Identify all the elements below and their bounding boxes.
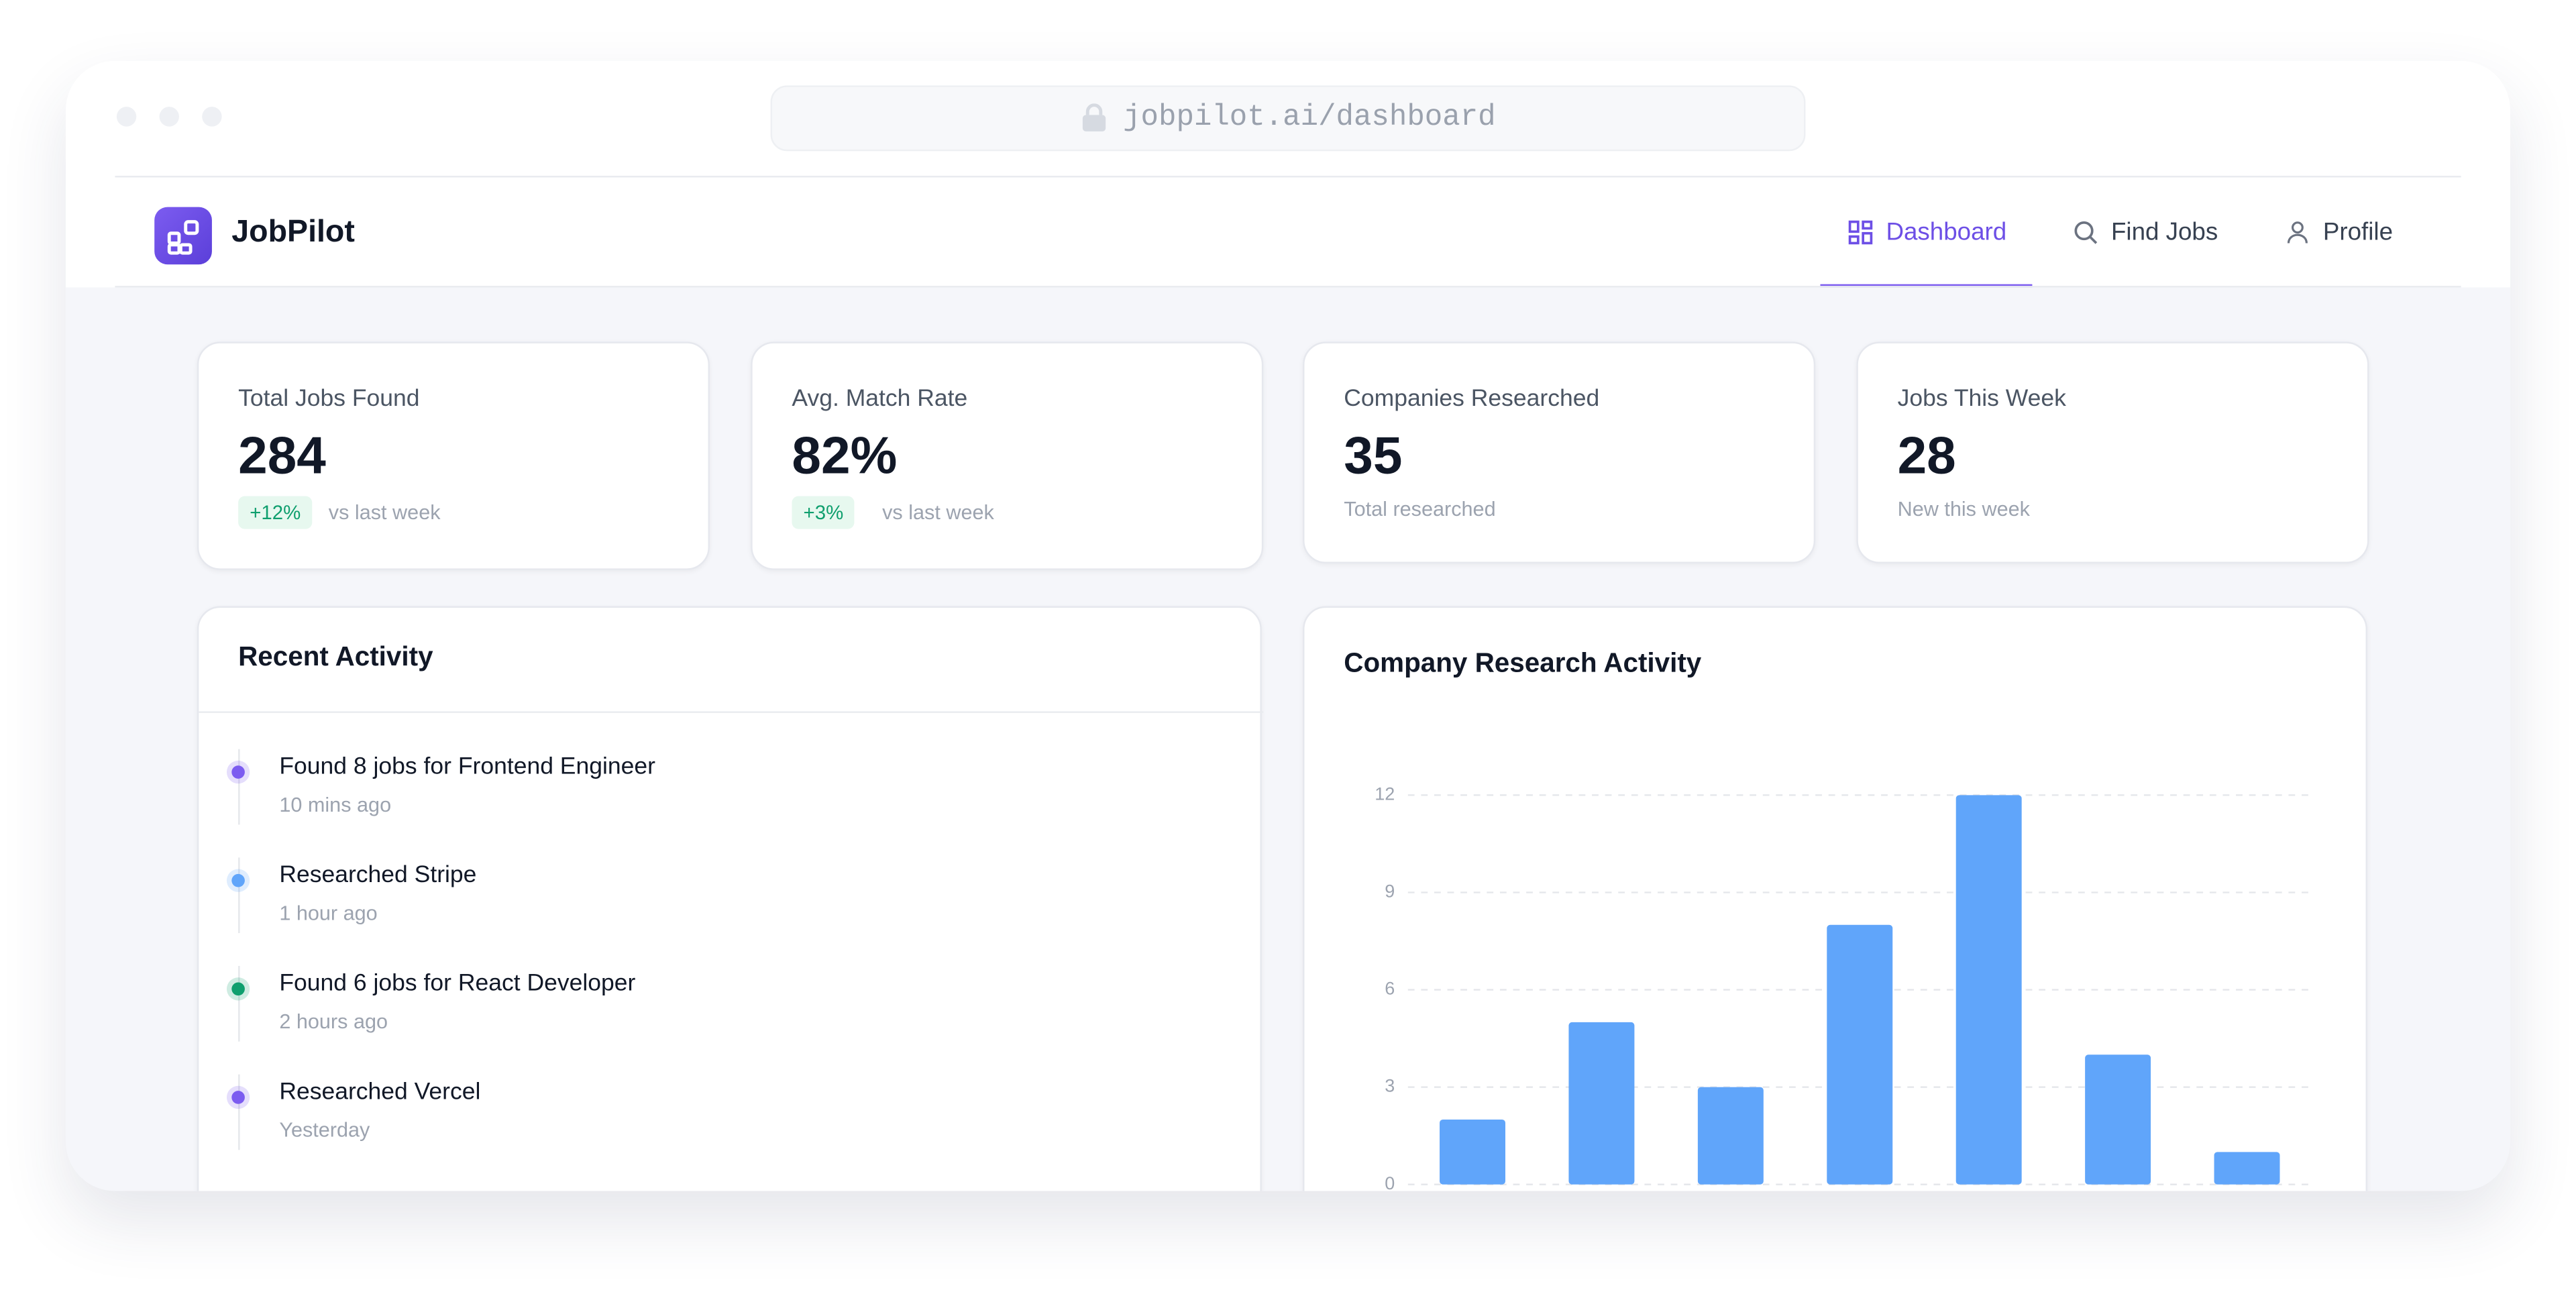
activity-time: 2 hours ago (279, 1010, 388, 1034)
address-bar[interactable]: jobpilot.ai/dashboard (770, 85, 1806, 152)
y-tick-label: 9 (1385, 881, 1395, 902)
stat-badge: +12% (238, 496, 313, 529)
timeline-dot (231, 982, 245, 996)
stat-note: vs last week (882, 500, 994, 525)
timeline-dot (231, 765, 245, 779)
bar (2085, 1054, 2151, 1185)
stat-value: 284 (238, 425, 326, 485)
chart-card: Company Research Activity 0 3 6 9 12 (1303, 606, 2368, 1191)
nav-icon (1848, 220, 1873, 245)
y-tick-label: 6 (1385, 979, 1395, 999)
stat-note: Total researched (1344, 498, 1496, 521)
nav-item[interactable]: Dashboard (1848, 218, 2007, 247)
separator (115, 176, 2461, 178)
bar (1697, 1087, 1764, 1185)
stat-value: 82% (792, 425, 898, 485)
stat-label: Total Jobs Found (238, 386, 420, 413)
stat-card: Avg. Match Rate 82% +3% vs last week (751, 341, 1264, 570)
stat-note: New this week (1897, 498, 2030, 521)
timeline-line (238, 1074, 240, 1150)
stat-card: Total Jobs Found 284 +12% vs last week (197, 341, 710, 570)
stat-card: Companies Researched 35 Total researched (1303, 341, 1816, 564)
activity-text: Researched Stripe (279, 862, 477, 889)
activity-card: Recent Activity Found 8 jobs for Fronten… (197, 606, 1264, 1191)
window-dot (116, 107, 137, 127)
chart: 0 3 6 9 12 (1375, 783, 2312, 1191)
bar (1568, 1022, 1635, 1185)
activity-time: 1 hour ago (279, 902, 378, 925)
y-tick-label: 3 (1385, 1076, 1395, 1096)
brand: JobPilot (231, 215, 355, 250)
stat-value: 28 (1897, 425, 1956, 485)
activity-text: Researched Vercel (279, 1079, 481, 1106)
stat-label: Jobs This Week (1897, 386, 2066, 413)
timeline-dot (231, 873, 245, 887)
separator (115, 286, 2461, 288)
window-dot (159, 107, 179, 127)
stat-label: Avg. Match Rate (792, 386, 968, 413)
bar (1827, 924, 1893, 1185)
lock-icon (1081, 103, 1106, 131)
bar (1955, 795, 2022, 1185)
bar (1440, 1119, 1505, 1185)
browser-window: jobpilot.ai/dashboard JobPilot Dashboard… (65, 60, 2511, 1191)
nav-item[interactable]: Profile (2286, 218, 2394, 247)
nav-label: Find Jobs (2110, 218, 2218, 247)
stat-label: Companies Researched (1344, 386, 1600, 413)
card-title: Recent Activity (238, 642, 433, 672)
window-dot (202, 107, 222, 127)
timeline-line (238, 857, 240, 934)
activity-time: 10 mins ago (279, 793, 392, 817)
stat-badge: +3% (792, 496, 855, 529)
nav-label: Profile (2322, 218, 2394, 247)
timeline-line (238, 966, 240, 1042)
logo[interactable] (154, 207, 212, 265)
bar (2214, 1152, 2280, 1185)
stat-card: Jobs This Week 28 New this week (1856, 341, 2369, 564)
activity-text: Found 8 jobs for Frontend Engineer (279, 754, 655, 781)
nav-label: Dashboard (1886, 218, 2007, 247)
activity-time: Yesterday (279, 1118, 370, 1142)
y-tick-label: 12 (1375, 783, 1395, 804)
timeline-dot (231, 1091, 245, 1104)
stat-value: 35 (1344, 425, 1403, 485)
separator (199, 711, 1264, 713)
chart-title: Company Research Activity (1344, 649, 1702, 679)
stat-note: vs last week (328, 500, 441, 525)
timeline-line (238, 749, 240, 825)
activity-text: Found 6 jobs for React Developer (279, 971, 636, 997)
url-text: jobpilot.ai/dashboard (1123, 101, 1496, 135)
nav-icon (2287, 221, 2308, 243)
logo-icon (167, 220, 199, 255)
nav-item[interactable]: Find Jobs (2074, 218, 2218, 247)
y-tick-label: 0 (1385, 1173, 1395, 1191)
nav-icon (2074, 221, 2098, 244)
browser-chrome: jobpilot.ai/dashboard JobPilot Dashboard… (65, 60, 2511, 288)
